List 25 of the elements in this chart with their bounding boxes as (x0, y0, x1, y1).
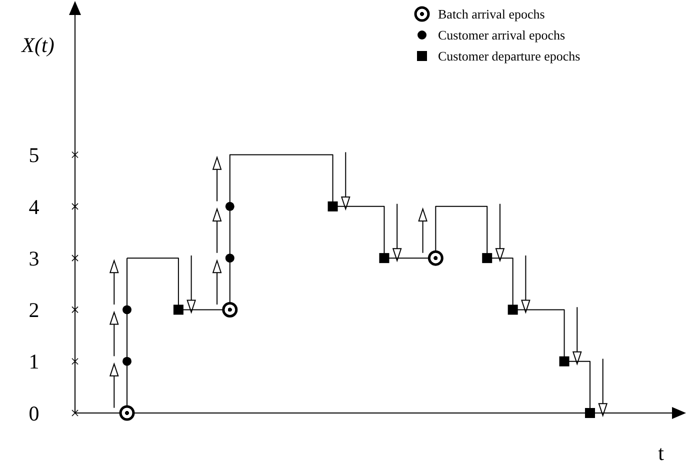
point (328, 201, 338, 212)
legend-label: Customer arrival epochs (438, 28, 566, 43)
point (225, 202, 234, 211)
point (119, 405, 135, 421)
y-tick-label: 2 (28, 298, 40, 322)
point (122, 305, 132, 314)
point (222, 302, 238, 318)
y-tick-label: 0 (28, 401, 40, 426)
y-tick-label: 3 (28, 246, 40, 270)
point (379, 253, 390, 264)
point (225, 254, 234, 263)
y-axis-title: X(t) (20, 33, 54, 57)
legend-label: Batch arrival epochs (438, 6, 545, 22)
point (122, 356, 132, 366)
y-tick-label: 4 (28, 194, 40, 219)
y-tick-label: 5 (28, 143, 40, 168)
y-tick-label: 1 (28, 350, 40, 374)
point (482, 253, 492, 264)
point (585, 408, 595, 418)
x-axis-title: t (658, 441, 664, 465)
point (508, 304, 518, 315)
point (428, 250, 444, 266)
point (173, 304, 184, 315)
legend-label: Customer departure epochs (438, 48, 580, 64)
point (559, 356, 570, 366)
